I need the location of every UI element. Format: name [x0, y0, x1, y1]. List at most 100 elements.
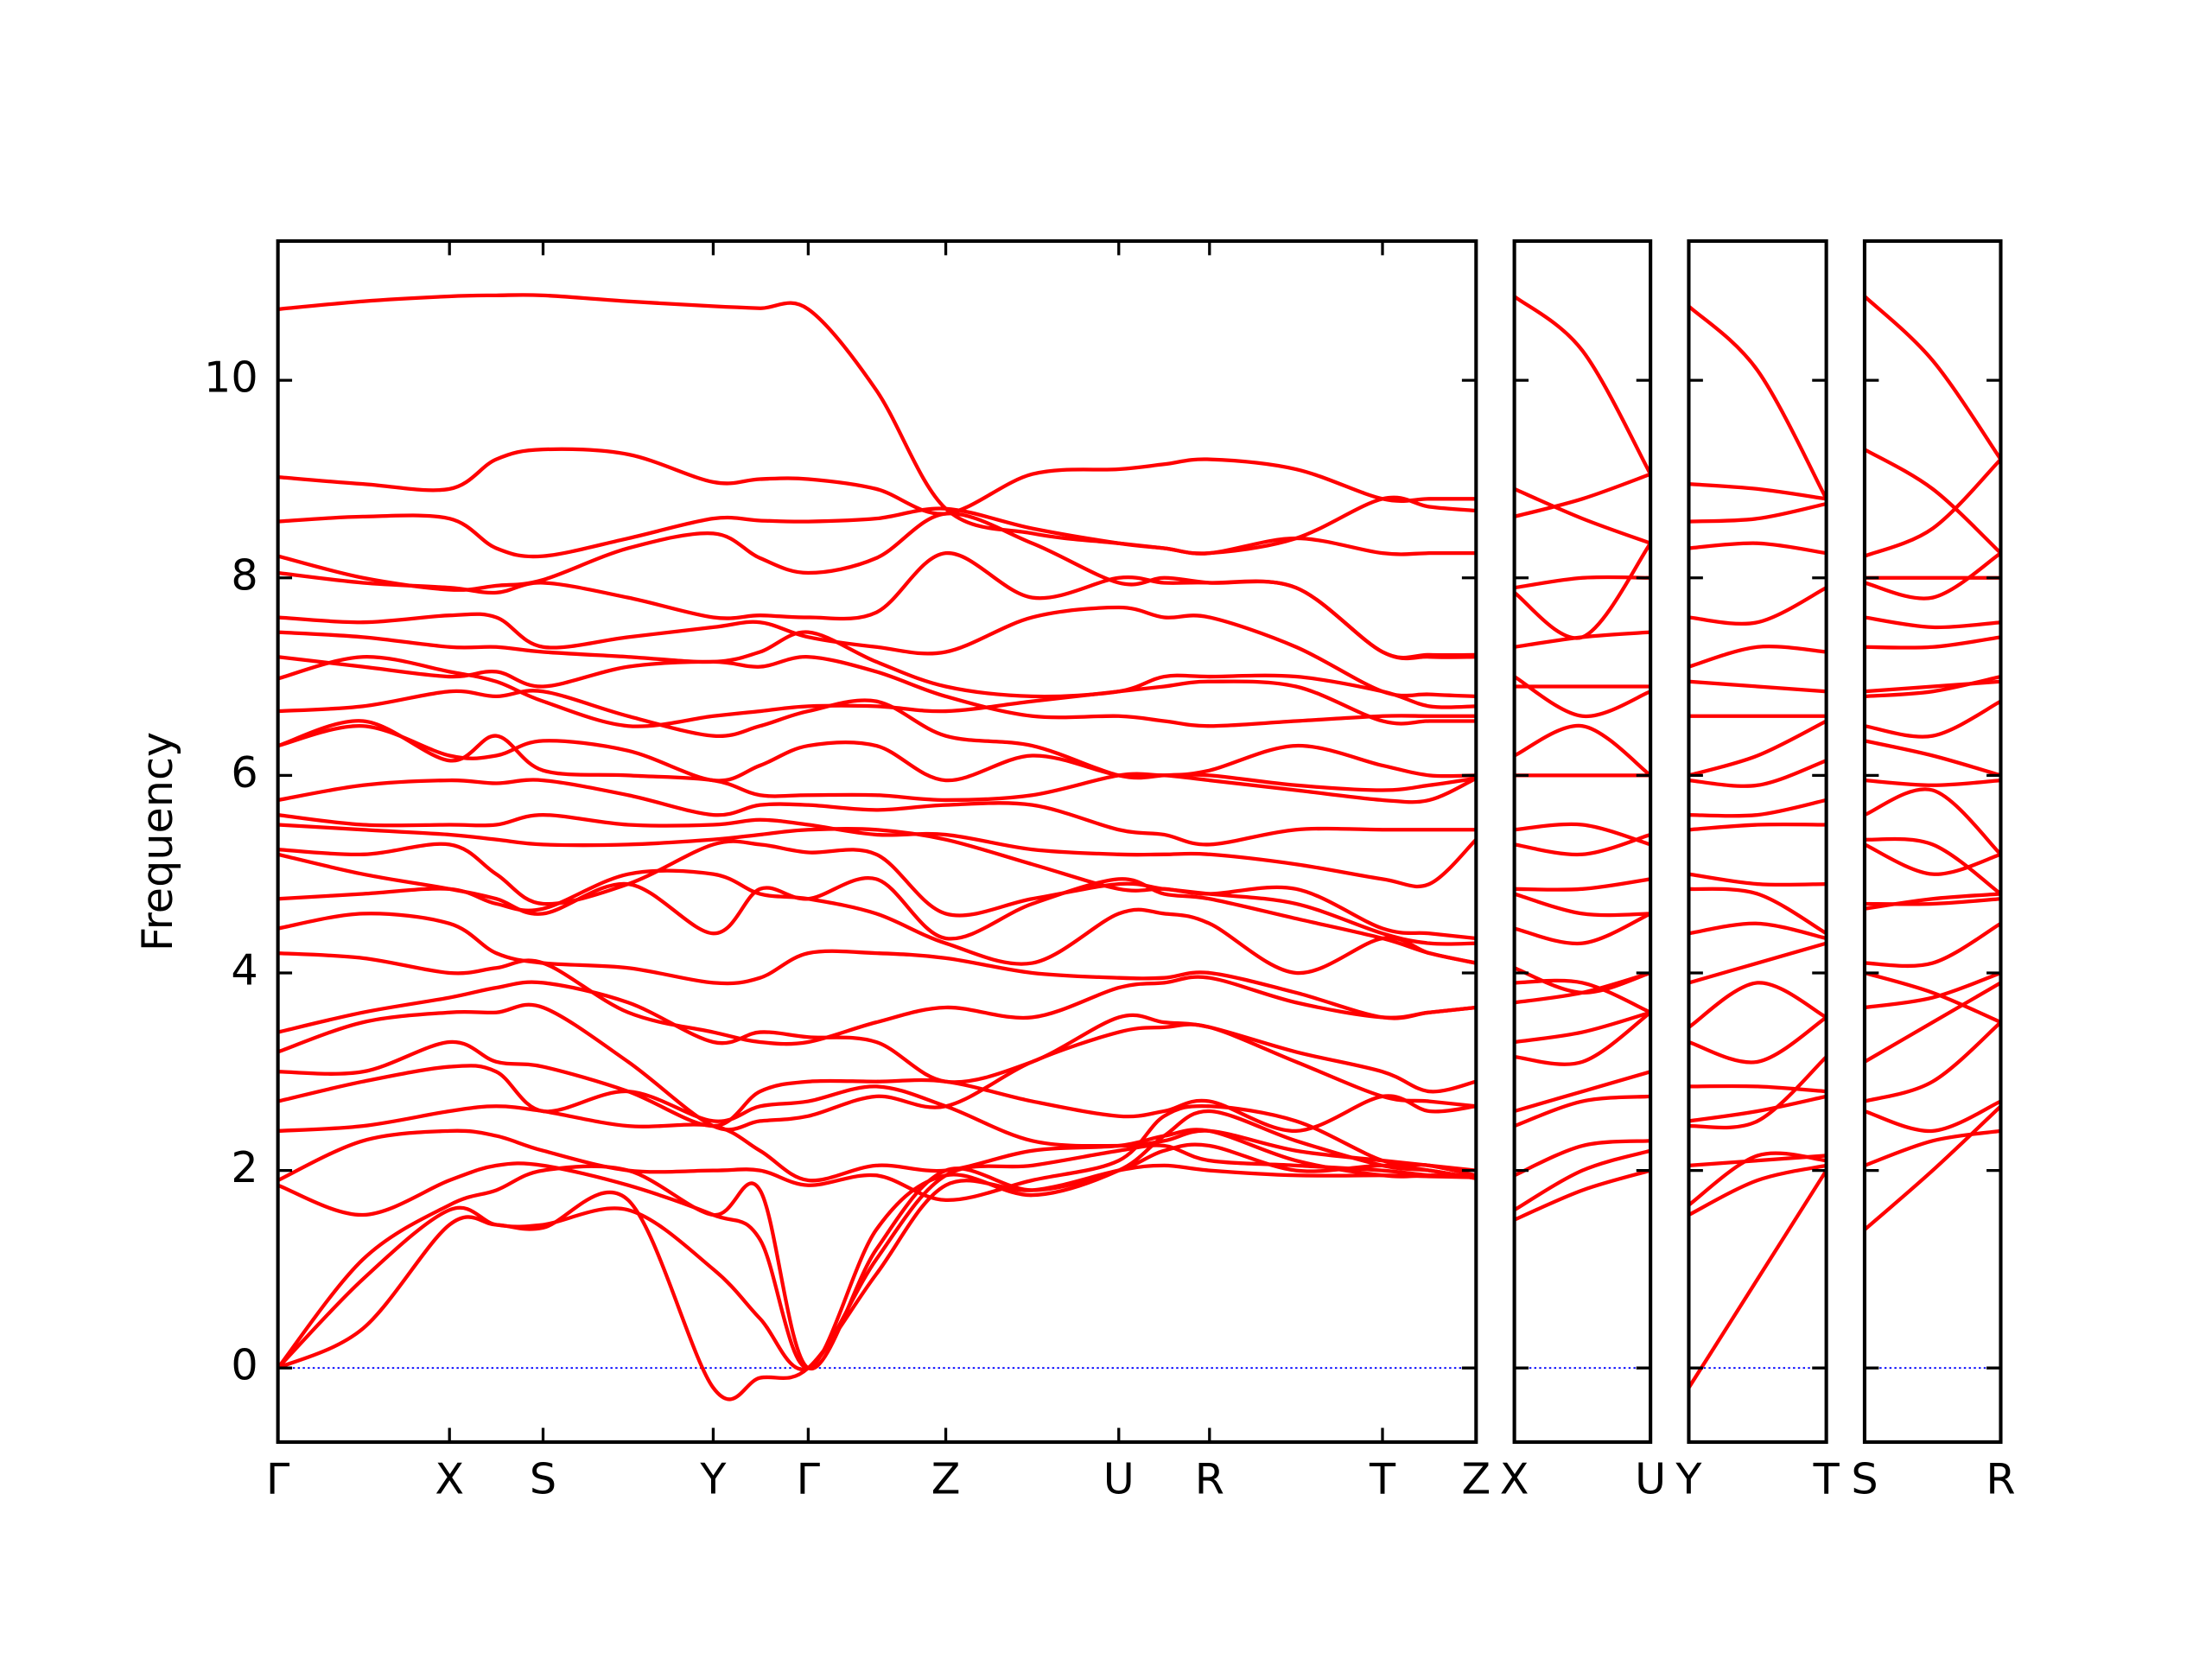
band-line [1514, 970, 1651, 1005]
band-line [277, 512, 1477, 660]
band-line [1688, 1163, 1827, 1217]
plot-area [277, 293, 1477, 1402]
band-line [1864, 448, 2001, 555]
band-line [1688, 1151, 1827, 1207]
band-line [1688, 822, 1827, 832]
band-line [1688, 798, 1827, 818]
band-line [1864, 897, 2001, 906]
band-line [277, 1163, 1477, 1402]
band-line [1864, 458, 2001, 558]
y-tick-label: 2 [231, 1142, 257, 1192]
band-line [1864, 1020, 2001, 1103]
band-line [1864, 836, 2001, 896]
axes-frame [1512, 238, 1653, 1444]
band-line [1514, 675, 1651, 718]
band-line [277, 605, 1477, 699]
band-line [1688, 482, 1827, 501]
x-tick-label: R [1195, 1453, 1224, 1503]
band-line [277, 719, 1477, 803]
band-line [1864, 615, 2001, 630]
band-line [1514, 472, 1651, 518]
band-line [1688, 887, 1827, 936]
band-line [277, 630, 1477, 709]
band-line [1514, 542, 1651, 640]
y-tick-label: 8 [231, 550, 257, 600]
band-line [1688, 679, 1827, 694]
band-line [277, 1064, 1477, 1173]
x-tick-label: S [1851, 1453, 1878, 1503]
band-line [1864, 739, 2001, 778]
band-line [1688, 1094, 1827, 1123]
band-line [1688, 719, 1827, 778]
axes-frame [276, 238, 1478, 1444]
band-line [1864, 981, 2001, 1064]
band-line [1864, 921, 2001, 969]
band-line [1688, 941, 1827, 985]
band-line [277, 812, 1477, 889]
band-line [277, 980, 1477, 1094]
band-line [1514, 630, 1651, 649]
band-line [1688, 1015, 1827, 1065]
x-tick-label: Y [699, 1453, 727, 1503]
x-tick-label: Γ [266, 1453, 290, 1503]
axes-frame [1862, 238, 2003, 1444]
band-line [1864, 679, 2001, 694]
x-tick-label: X [435, 1453, 464, 1503]
band-line [277, 1109, 1477, 1370]
band-line [1514, 1168, 1651, 1222]
band-line [277, 778, 1477, 847]
plot-area [1864, 295, 2001, 1370]
band-line [277, 293, 1477, 556]
band-line [1514, 877, 1651, 892]
band-line [277, 1002, 1477, 1132]
band-line [277, 1104, 1477, 1183]
band-line [1514, 1010, 1651, 1045]
band-line [1688, 872, 1827, 887]
band-line [1864, 970, 2001, 1025]
band-line [1688, 586, 1827, 626]
band-line [277, 1039, 1477, 1133]
band-line [277, 447, 1477, 516]
band-line [1864, 1104, 2001, 1231]
y-tick-label: 6 [231, 747, 257, 798]
band-line [1688, 1055, 1827, 1130]
band-line [1688, 645, 1827, 669]
band-line [277, 724, 1477, 804]
y-tick-label: 10 [204, 353, 258, 403]
band-line [277, 823, 1477, 941]
band-line [1864, 842, 2001, 876]
band-line [1514, 1139, 1651, 1178]
band-line [1514, 1070, 1651, 1114]
y-tick-label: 0 [231, 1340, 257, 1390]
x-tick-label: U [1103, 1453, 1135, 1503]
band-line [1688, 1169, 1827, 1389]
plot-area [1688, 304, 1827, 1389]
band-line [1864, 699, 2001, 739]
band-line [1688, 1084, 1827, 1094]
band-line [1864, 295, 2001, 461]
band-line [277, 852, 1477, 965]
band-line [1864, 1099, 2001, 1134]
band-line [1514, 912, 1651, 946]
band-line [1864, 1128, 2001, 1167]
band-line [1514, 978, 1651, 1014]
x-tick-label: Y [1675, 1453, 1702, 1503]
band-line [1688, 304, 1827, 500]
band-line [1514, 486, 1651, 545]
band-line [1514, 1148, 1651, 1212]
band-line [1864, 674, 2001, 699]
band-line [277, 1103, 1477, 1203]
band-line [277, 655, 1477, 728]
band-line [1514, 892, 1651, 918]
x-tick-label: U [1635, 1453, 1666, 1503]
band-line [1864, 551, 2001, 601]
band-line [277, 655, 1477, 728]
band-line [277, 868, 1477, 976]
x-tick-label: T [1369, 1453, 1396, 1503]
band-line [1514, 1010, 1651, 1066]
band-line [277, 912, 1477, 1020]
band-line [277, 689, 1477, 780]
x-tick-label: R [1986, 1453, 2015, 1503]
band-line [1864, 635, 2001, 650]
